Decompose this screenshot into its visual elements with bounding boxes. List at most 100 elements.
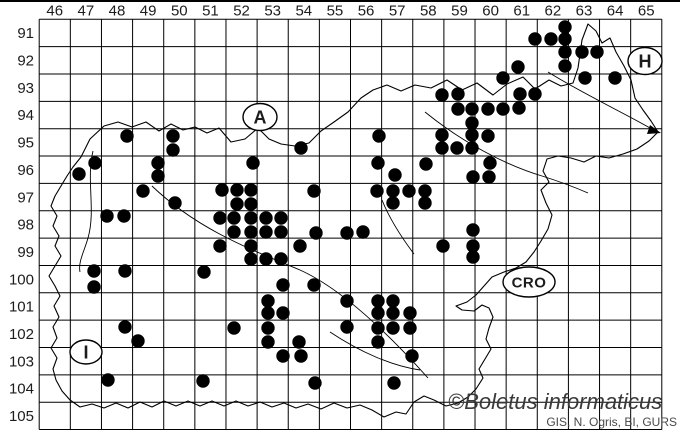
occurrence-dot	[227, 321, 241, 335]
occurrence-dot	[136, 184, 150, 198]
neighbor-country-labels: A H CRO I	[69, 46, 663, 365]
neighbor-ellipse-h	[627, 46, 663, 76]
occurrence-dot	[309, 226, 323, 240]
occurrence-dot	[513, 87, 527, 101]
occurrence-dot	[418, 196, 432, 210]
country-outline	[48, 23, 661, 418]
occurrence-dot	[496, 102, 510, 116]
occurrence-dot	[101, 373, 115, 387]
occurrence-dots	[72, 20, 622, 390]
occurrence-dot	[230, 197, 244, 211]
occurrence-dot	[213, 211, 227, 225]
row-label-97: 97	[17, 189, 34, 206]
occurrence-dot	[307, 278, 321, 292]
occurrence-dot	[293, 239, 307, 253]
occurrence-dot	[418, 184, 432, 198]
column-label-51: 51	[202, 3, 219, 20]
occurrence-dot	[87, 264, 101, 278]
occurrence-dot	[244, 239, 258, 253]
occurrence-dot	[435, 88, 449, 102]
occurrence-dot	[259, 211, 273, 225]
occurrence-dot	[496, 71, 510, 85]
occurrence-dot	[528, 32, 542, 46]
occurrence-dot	[528, 87, 542, 101]
occurrence-dot	[511, 60, 525, 74]
column-label-50: 50	[171, 3, 188, 20]
occurrence-dot	[419, 157, 433, 171]
neighbor-ellipse-i	[69, 339, 103, 365]
occurrence-dot	[575, 45, 589, 59]
occurrence-dot	[340, 320, 354, 334]
river-sava	[151, 185, 429, 379]
column-labels: 46 47 48 49 50 51 52 53 54 55 56 57 58 59 60 61 62 63 64 65	[46, 3, 654, 20]
occurrence-dot	[608, 71, 622, 85]
occurrence-dot	[483, 156, 497, 170]
occurrence-dot	[197, 265, 211, 279]
occurrence-dot	[558, 32, 572, 46]
occurrence-dot	[558, 20, 572, 34]
occurrence-dot	[465, 141, 479, 155]
occurrence-dot	[402, 184, 416, 198]
occurrence-dot	[371, 294, 385, 308]
occurrence-dot	[403, 321, 417, 335]
column-label-59: 59	[451, 3, 468, 20]
column-label-52: 52	[233, 3, 250, 20]
occurrence-dot	[370, 184, 384, 198]
row-label-94: 94	[17, 107, 34, 124]
occurrence-dot	[118, 320, 132, 334]
column-label-64: 64	[607, 3, 624, 20]
river-mura	[547, 71, 651, 129]
occurrence-dot	[386, 321, 400, 335]
occurrence-dot	[213, 239, 227, 253]
row-label-92: 92	[17, 53, 34, 70]
occurrence-dot	[259, 225, 273, 239]
column-label-56: 56	[358, 3, 375, 20]
occurrence-dot	[386, 184, 400, 198]
occurrence-dot	[72, 167, 86, 181]
occurrence-dot	[166, 129, 180, 143]
occurrence-dot	[261, 294, 275, 308]
occurrence-dot	[166, 143, 180, 157]
occurrence-dot	[196, 374, 210, 388]
occurrence-dot	[261, 321, 275, 335]
row-label-105: 105	[9, 408, 34, 425]
occurrence-dot	[274, 211, 288, 225]
occurrence-dot	[451, 87, 465, 101]
occurrence-dot	[274, 252, 288, 266]
occurrence-dot	[465, 116, 479, 130]
occurrence-dot	[88, 156, 102, 170]
top-border-line	[0, 0, 680, 2]
occurrence-dot	[118, 264, 132, 278]
row-label-91: 91	[17, 25, 34, 42]
occurrence-dot	[403, 306, 417, 320]
occurrence-dot	[405, 349, 419, 363]
grid-lines	[38, 18, 663, 431]
river-outflow-arrow-icon	[647, 125, 661, 134]
row-label-98: 98	[17, 217, 34, 234]
occurrence-dot	[386, 196, 400, 210]
occurrence-dot	[558, 45, 572, 59]
river-drava	[424, 111, 589, 194]
occurrence-dot	[578, 71, 592, 85]
occurrence-dot	[371, 156, 385, 170]
occurrence-dot	[276, 349, 290, 363]
column-label-57: 57	[389, 3, 406, 20]
column-label-61: 61	[513, 3, 530, 20]
river-soca	[79, 150, 94, 273]
occurrence-dot	[308, 376, 322, 390]
occurrence-dot	[276, 306, 290, 320]
occurrence-dot	[276, 278, 290, 292]
occurrence-dot	[466, 239, 480, 253]
neighbor-label-h: H	[639, 52, 652, 72]
occurrence-dot	[450, 141, 464, 155]
occurrence-dot	[436, 239, 450, 253]
neighbor-ellipse-a	[242, 102, 278, 132]
occurrence-dot	[168, 196, 182, 210]
occurrence-dot	[307, 184, 321, 198]
occurrence-dot	[481, 129, 495, 143]
occurrence-dot	[230, 183, 244, 197]
column-label-55: 55	[327, 3, 344, 20]
occurrence-dot	[512, 101, 526, 115]
